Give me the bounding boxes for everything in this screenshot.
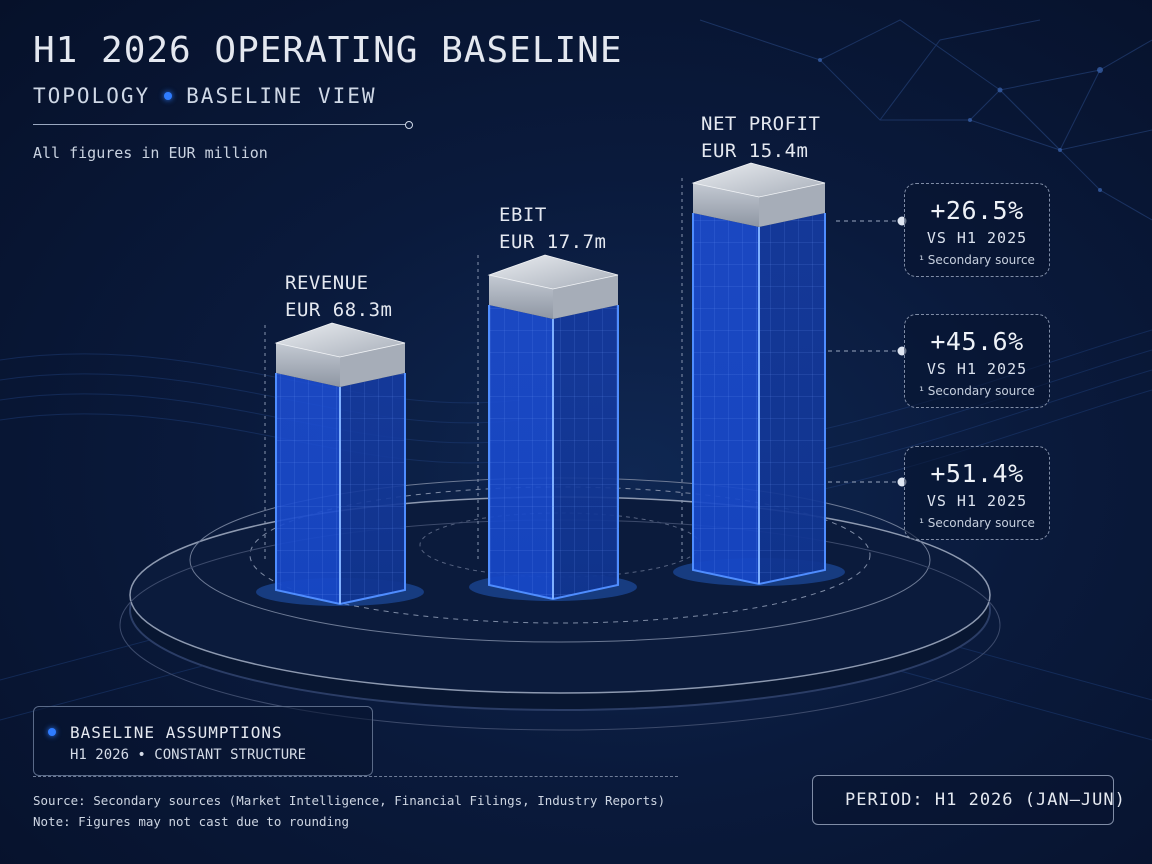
period-badge: PERIOD: H1 2026 (JAN–JUN) — [812, 775, 1125, 825]
growth-value: +26.5% — [930, 196, 1024, 225]
bar-revenue — [256, 322, 424, 606]
subtitle-right: BASELINE VIEW — [186, 84, 377, 108]
source-note: Source: Secondary sources (Market Intell… — [33, 793, 666, 808]
subtitle-left: TOPOLOGY — [33, 84, 151, 108]
bar-net-profit — [673, 162, 845, 586]
bullet-dot-icon — [164, 92, 173, 100]
footer-divider — [33, 776, 678, 777]
assumptions-heading: BASELINE ASSUMPTIONS — [70, 723, 283, 742]
growth-comparison: VS H1 2025 — [926, 229, 1028, 247]
bar-label-revenue: REVENUE EUR 68.3m — [285, 270, 392, 324]
bar-category-label: EBIT — [499, 204, 547, 226]
rounding-note: Note: Figures may not cast due to roundi… — [33, 814, 350, 829]
period-label: PERIOD: H1 2026 (JAN–JUN) — [845, 790, 1126, 810]
divider-end-dot-icon — [405, 121, 413, 129]
growth-source: ¹ Secondary source — [919, 516, 1035, 530]
assumptions-panel: BASELINE ASSUMPTIONS H1 2026 • CONSTANT … — [33, 706, 373, 776]
growth-callout: +51.4% VS H1 2025 ¹ Secondary source — [904, 446, 1050, 540]
growth-value: +45.6% — [930, 327, 1024, 356]
bar-label-net-profit: NET PROFIT EUR 15.4m — [701, 111, 820, 165]
callout-leaders — [828, 220, 902, 483]
growth-source: ¹ Secondary source — [919, 253, 1035, 267]
growth-callout: +45.6% VS H1 2025 ¹ Secondary source — [904, 314, 1050, 408]
column-guides — [264, 178, 683, 560]
bar-value-label: EUR 68.3m — [285, 299, 393, 321]
growth-comparison: VS H1 2025 — [926, 360, 1028, 378]
bar-value-label: EUR 17.7m — [499, 231, 607, 253]
units-note: All figures in EUR million — [33, 144, 268, 162]
page-subtitle: TOPOLOGY BASELINE VIEW — [33, 84, 377, 108]
growth-source: ¹ Secondary source — [919, 384, 1035, 398]
bar-label-ebit: EBIT EUR 17.7m — [499, 202, 606, 256]
growth-value: +51.4% — [930, 459, 1024, 488]
growth-comparison: VS H1 2025 — [926, 492, 1028, 510]
growth-callout: +26.5% VS H1 2025 ¹ Secondary source — [904, 183, 1050, 277]
header-divider — [33, 124, 407, 125]
bullet-dot-icon — [48, 728, 56, 736]
bar-value-label: EUR 15.4m — [701, 140, 809, 162]
bar-category-label: NET PROFIT — [701, 113, 821, 135]
bar-ebit — [469, 254, 637, 601]
bar-category-label: REVENUE — [285, 272, 369, 294]
assumptions-detail: H1 2026 • CONSTANT STRUCTURE — [70, 747, 307, 763]
page-title: H1 2026 OPERATING BASELINE — [33, 30, 623, 71]
